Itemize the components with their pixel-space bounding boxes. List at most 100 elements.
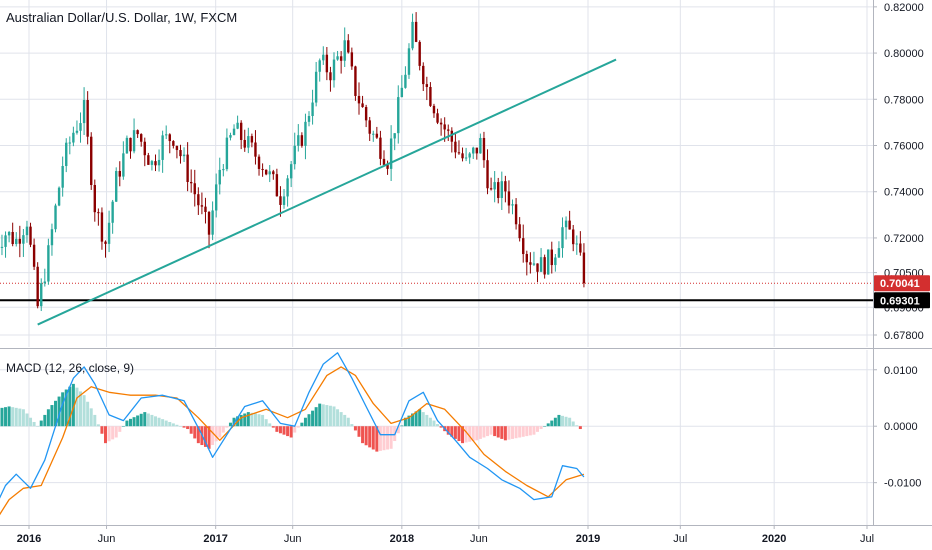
candle-body xyxy=(11,231,14,245)
macd-axis[interactable]: 0.0100 0.0000 -0.0100 xyxy=(873,365,921,490)
price-axis[interactable]: 0.82000 0.80000 0.78000 0.76000 0.74000 0.720… xyxy=(873,2,924,342)
candle-body xyxy=(122,153,125,177)
candle-body xyxy=(200,205,204,207)
candle-body xyxy=(57,187,61,206)
candle-body xyxy=(400,87,404,98)
macd-histogram-bar xyxy=(328,405,332,427)
candle-body xyxy=(482,137,486,161)
candle-body xyxy=(129,137,132,152)
macd-histogram-bar xyxy=(132,417,136,427)
macd-histogram-bar xyxy=(396,426,400,434)
macd-tick-label: -0.0100 xyxy=(884,478,921,490)
macd-histogram-bar xyxy=(421,412,425,427)
price-tag-label: 0.70041 xyxy=(880,278,920,290)
macd-histogram-bar xyxy=(250,412,254,427)
candle-body xyxy=(429,86,432,106)
candle-body xyxy=(382,158,386,165)
price-tick-label: 0.72000 xyxy=(884,233,924,245)
macd-histogram-bar xyxy=(350,424,354,427)
macd-histogram-bar xyxy=(543,426,547,427)
candle-body xyxy=(254,142,257,157)
candle-body xyxy=(336,56,339,60)
candle-body xyxy=(247,136,250,148)
macd-tick-label: 0.0000 xyxy=(884,421,918,433)
candle-body xyxy=(275,174,279,197)
candle-body xyxy=(161,135,164,160)
candle-body xyxy=(561,227,564,249)
candle-body xyxy=(343,40,346,61)
candle-body xyxy=(486,160,489,189)
macd-histogram-bar xyxy=(493,426,497,437)
macd-histogram-bar xyxy=(246,412,250,427)
macd-histogram-bar xyxy=(343,414,347,427)
macd-histogram-bar xyxy=(225,426,229,428)
time-tick-label: Jun xyxy=(98,533,116,545)
candle-body xyxy=(375,133,379,138)
macd-histogram-bar xyxy=(29,417,33,427)
candle-body xyxy=(239,122,243,140)
candle-body xyxy=(450,130,454,142)
macd-histogram-bar xyxy=(228,422,232,427)
macd-histogram-bar xyxy=(321,404,325,427)
candle-body xyxy=(532,263,536,265)
candle-body xyxy=(472,147,475,154)
macd-histogram-bar xyxy=(75,387,79,427)
macd-histogram-bar xyxy=(239,414,243,427)
macd-histogram-bar xyxy=(507,426,511,440)
macd-histogram-bar xyxy=(261,414,265,427)
macd-histogram-bar xyxy=(136,415,140,427)
candle-body xyxy=(329,72,332,81)
macd-histogram-bar xyxy=(128,418,132,427)
candle-body xyxy=(475,147,479,154)
macd-histogram-bar xyxy=(314,407,318,427)
macd-histogram-bar xyxy=(286,426,290,437)
candle-body xyxy=(54,205,57,230)
time-tick-label: Jul xyxy=(860,533,874,545)
candle-body xyxy=(82,100,86,124)
candle-body xyxy=(507,191,511,206)
price-tags: 0.70041 0.69301 xyxy=(874,275,930,309)
macd-histogram-bar xyxy=(57,396,61,427)
candle-body xyxy=(432,105,436,114)
trendline-segment[interactable] xyxy=(37,58,617,326)
macd-histogram-bar xyxy=(146,413,150,427)
macd-histogram-bar xyxy=(411,413,415,427)
macd-histogram-bar xyxy=(336,409,340,427)
macd-histogram-bar xyxy=(164,420,168,427)
macd-histogram-bar xyxy=(18,408,22,427)
candle-body xyxy=(582,252,586,284)
macd-histogram-bar xyxy=(143,412,147,427)
macd-histogram-bar xyxy=(189,426,193,434)
macd-histogram-bar xyxy=(243,413,247,427)
candle-body xyxy=(443,124,446,130)
macd-histogram-bar xyxy=(104,426,108,444)
candle-body xyxy=(211,210,214,235)
candle-body xyxy=(125,137,129,154)
candle-body xyxy=(511,204,514,206)
macd-histogram-bar xyxy=(264,419,268,427)
macd-histogram-bar xyxy=(418,409,422,427)
trendline[interactable] xyxy=(37,58,617,326)
candle-body xyxy=(150,161,154,165)
macd-histogram-bar xyxy=(478,426,482,439)
candle-body xyxy=(179,150,182,157)
candle-body xyxy=(7,231,11,236)
macd-histogram-bar xyxy=(68,386,72,427)
candle-body xyxy=(293,145,296,165)
time-axis[interactable]: 2016 Jun 2017 Jun 2018 Jun 2019 Jul 2020 Jul xyxy=(17,525,874,545)
candle-body xyxy=(47,245,50,282)
macd-histogram-bar xyxy=(511,426,515,439)
macd-tick-label: 0.0100 xyxy=(884,365,918,377)
macd-histogram-bar xyxy=(453,426,457,439)
macd-histogram-bar xyxy=(218,426,222,438)
macd-histogram-bar xyxy=(571,421,575,427)
candle-body xyxy=(257,156,261,169)
macd-histogram-bar xyxy=(528,426,532,436)
candle-body xyxy=(311,102,314,117)
candle-body xyxy=(550,249,553,266)
macd-histogram-bar xyxy=(253,413,257,427)
candle-body xyxy=(0,246,4,248)
candle-body xyxy=(61,166,64,188)
candle-body xyxy=(439,122,443,125)
macd-histogram-bar xyxy=(221,426,225,433)
